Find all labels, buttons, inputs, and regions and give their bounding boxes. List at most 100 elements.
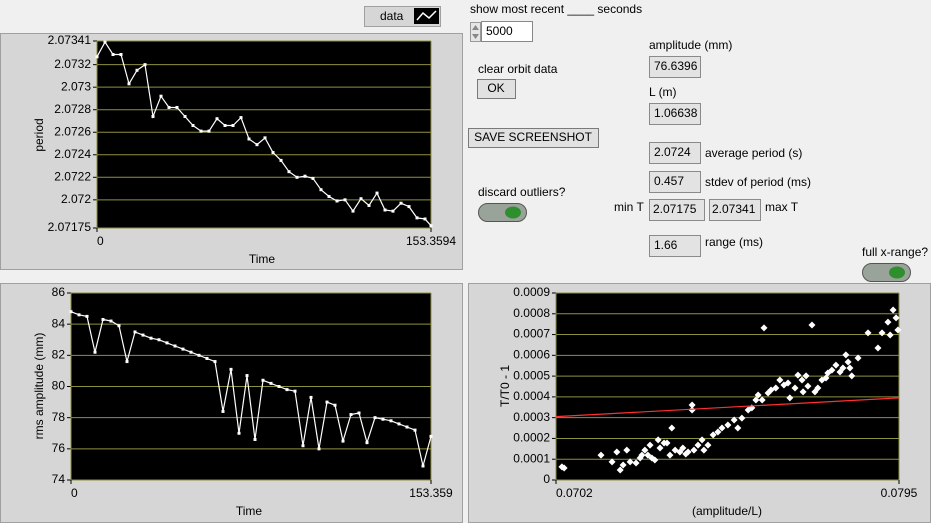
x-tick-label: 0.0702 [556, 486, 593, 500]
point [405, 425, 409, 429]
indicator [649, 56, 701, 78]
point [407, 205, 411, 209]
point [311, 176, 315, 180]
point [892, 314, 900, 322]
point [808, 321, 816, 329]
point [221, 409, 225, 413]
point [141, 333, 145, 337]
point [349, 413, 353, 417]
point [608, 458, 616, 466]
point [802, 372, 810, 380]
y-tick-label: 78 [52, 410, 66, 424]
point [794, 371, 802, 379]
point [429, 434, 433, 438]
point [679, 444, 687, 452]
point [638, 451, 646, 459]
save-button[interactable] [468, 128, 599, 148]
point [157, 338, 161, 342]
point [397, 422, 401, 426]
point [738, 414, 746, 422]
toggle-knob [889, 266, 905, 279]
y-tick-label: 84 [52, 316, 66, 330]
point [375, 191, 379, 195]
indicator-label: min T [614, 200, 644, 214]
point [666, 451, 674, 459]
point [694, 441, 702, 449]
point [357, 411, 361, 415]
point [167, 105, 171, 109]
point [626, 458, 634, 466]
y-tick-label: 0.0002 [513, 431, 550, 445]
y-tick-label: 0 [543, 472, 550, 486]
point [613, 448, 621, 456]
point [373, 416, 377, 420]
indicator-label: amplitude (mm) [649, 38, 732, 52]
point [325, 400, 329, 404]
point [117, 324, 121, 328]
point [205, 356, 209, 360]
point [247, 137, 251, 141]
point [389, 419, 393, 423]
point [303, 174, 307, 178]
point [848, 372, 856, 380]
point [269, 381, 273, 385]
control-label: clear orbit data [478, 62, 558, 76]
point [734, 424, 742, 432]
indicator-value: 1.66 [654, 238, 678, 252]
point [864, 329, 872, 337]
point [183, 114, 187, 118]
point [229, 367, 233, 371]
point [365, 441, 369, 445]
point [359, 197, 363, 201]
y-tick-label: 2.0724 [54, 147, 91, 161]
y-tick-label: 2.073 [61, 79, 91, 93]
point [784, 379, 792, 387]
point [207, 129, 211, 133]
point [173, 344, 177, 348]
point [776, 376, 784, 384]
numeric-input[interactable] [481, 21, 533, 42]
x-axis-title: Time [249, 252, 276, 266]
control-label: discard outliers? [478, 185, 566, 199]
point [828, 366, 836, 374]
point [309, 395, 313, 399]
indicator-label: stdev of period (ms) [705, 175, 811, 189]
point [101, 317, 105, 321]
y-axis-title: period [32, 118, 46, 151]
y-tick-label: 76 [52, 441, 66, 455]
point [317, 447, 321, 451]
y-tick-label: 0.0004 [513, 389, 550, 403]
point [287, 170, 291, 174]
point [688, 406, 696, 414]
y-tick-label: 0.0001 [513, 451, 550, 465]
point [293, 389, 297, 393]
spinner[interactable] [470, 22, 481, 42]
point [119, 53, 123, 57]
legend-icon [416, 10, 437, 21]
point [213, 360, 217, 364]
point [261, 378, 265, 382]
x-tick-label: 153.3594 [406, 234, 456, 248]
y-tick-label: 2.0722 [54, 169, 91, 183]
point [93, 350, 97, 354]
y-tick-label: 0.0009 [513, 285, 550, 299]
point [295, 175, 299, 179]
point [277, 385, 281, 388]
ok-button[interactable] [477, 79, 516, 99]
point [886, 331, 894, 339]
indicator-label: L (m) [649, 85, 677, 99]
point [223, 123, 227, 127]
point [651, 456, 659, 464]
y-tick-label: 80 [52, 379, 66, 393]
indicator-value: 76.6396 [654, 59, 698, 73]
point [656, 444, 664, 452]
point [688, 401, 696, 409]
point [125, 360, 129, 364]
point [684, 448, 692, 456]
point [730, 416, 738, 424]
y-tick-label: 0.0005 [513, 368, 550, 382]
indicator-value: 1.06638 [654, 106, 698, 120]
y-tick-label: 0.0006 [513, 348, 550, 362]
point [109, 319, 113, 323]
